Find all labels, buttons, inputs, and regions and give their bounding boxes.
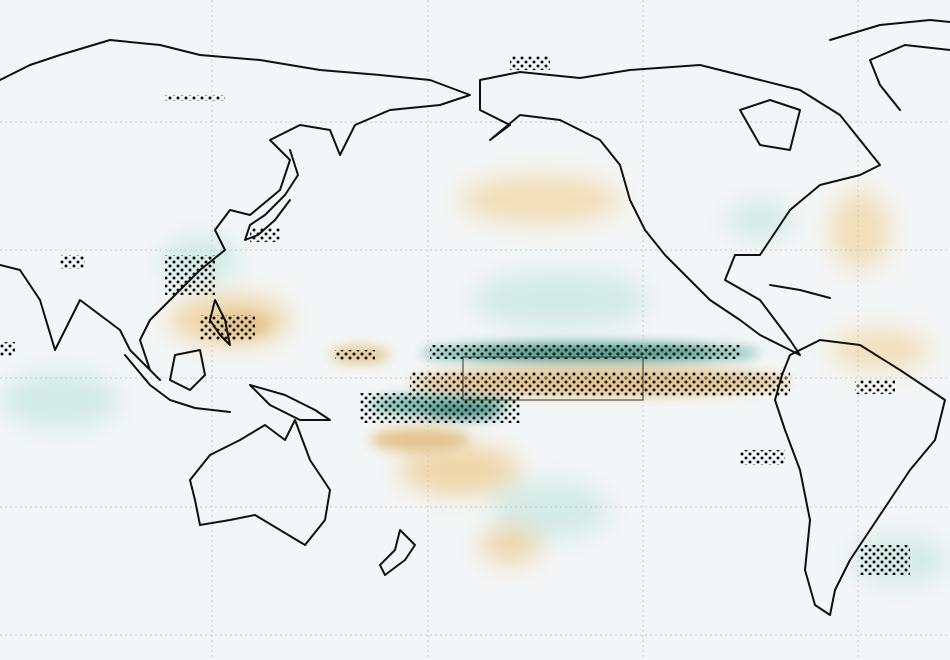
stipple (360, 393, 520, 423)
stipple (335, 350, 375, 360)
weak-anomalies (0, 175, 950, 585)
stipple (740, 450, 785, 465)
stipple (250, 228, 280, 242)
coast-new-guinea (249, 384, 331, 421)
warm-patch (460, 175, 620, 225)
warm-patch (830, 190, 890, 270)
coast-sumatra-java (124, 354, 231, 413)
coast-greenland-arctic (739, 19, 950, 151)
coast-philippines (209, 299, 231, 346)
warm-patch (370, 428, 470, 452)
coast-south-america (774, 339, 946, 616)
stipple (60, 255, 85, 269)
stipple (410, 372, 790, 396)
significance-stippling (0, 56, 910, 575)
cool-patch (0, 370, 120, 430)
stipple (510, 56, 550, 70)
warm-patch (480, 527, 540, 563)
coast-borneo (169, 349, 206, 391)
stipple (430, 345, 740, 359)
stipple (0, 342, 15, 356)
coast-japan (244, 149, 299, 241)
warm-patch (830, 330, 930, 370)
cool-patch (470, 270, 650, 330)
stipple (165, 95, 225, 101)
coast-caribbean (769, 284, 831, 299)
warm-patch (400, 445, 520, 495)
stipple (860, 545, 910, 575)
coast-new-zealand (379, 529, 416, 576)
coast-australia (189, 419, 331, 546)
stipple (165, 255, 215, 295)
region-box (462, 356, 644, 401)
coast-north-america (479, 64, 881, 356)
coastlines (0, 19, 950, 616)
stipple (855, 380, 895, 394)
coast-asia (0, 39, 471, 381)
cool-patch (490, 480, 610, 540)
